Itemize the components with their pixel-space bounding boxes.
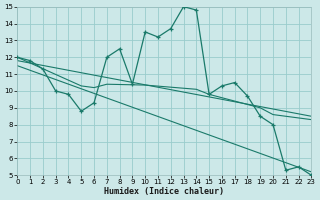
X-axis label: Humidex (Indice chaleur): Humidex (Indice chaleur) — [104, 187, 224, 196]
